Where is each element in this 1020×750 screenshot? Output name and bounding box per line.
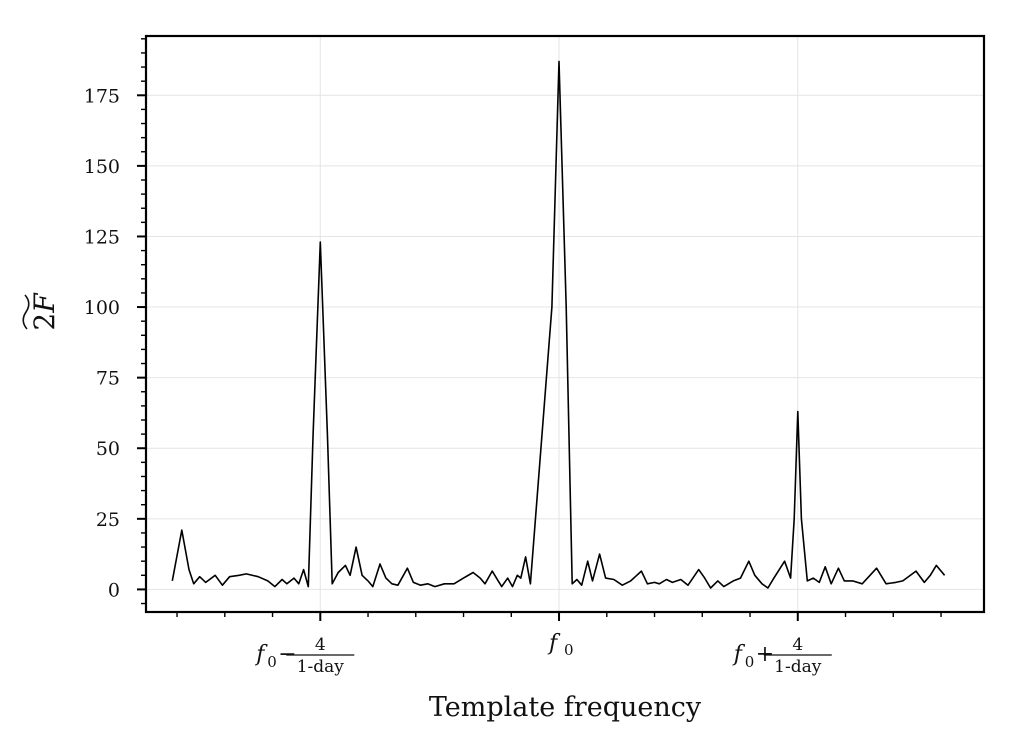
x-tick-base: f [547,631,561,656]
y-tick-label: 125 [84,226,120,248]
y-axis-title-text: 2F [28,292,61,331]
y-tick-label: 175 [84,85,120,107]
x-tick-base: f [732,642,746,667]
x-tick-base: f [254,642,268,667]
y-title-prefix: 2 [28,313,61,331]
y-title-symbol: F [28,292,61,314]
x-tick-denominator: 1-day [774,657,822,677]
y-axis-ticks: 0 25 50 75 100 125 150 175 [84,38,146,605]
x-tick-numerator: 4 [315,635,326,655]
y-tick-label: 25 [96,509,120,531]
y-tick-label: 150 [84,156,120,178]
x-tick-numerator: 4 [792,635,803,655]
x-tick-label: f 0 +41-day [732,635,832,677]
x-tick-denominator: 1-day [297,657,345,677]
y-tick-label: 0 [108,579,120,601]
y-tick-label: 75 [96,368,120,390]
x-tick-subscript: 0 [564,641,574,659]
y-axis-title: 2F [22,292,61,331]
y-tick-label: 50 [96,438,120,460]
plot-frame [144,34,986,614]
tilde-mark [22,294,30,330]
y-tick-label: 100 [84,297,120,319]
detection-statistic-line [171,60,946,589]
x-tick-subscript: 0 [745,653,755,671]
x-tick-label: f 0−41-day [254,635,355,677]
x-tick-subscript: 0 [267,653,277,671]
x-axis-title: Template frequency [429,692,702,723]
grid-lines [146,36,984,612]
